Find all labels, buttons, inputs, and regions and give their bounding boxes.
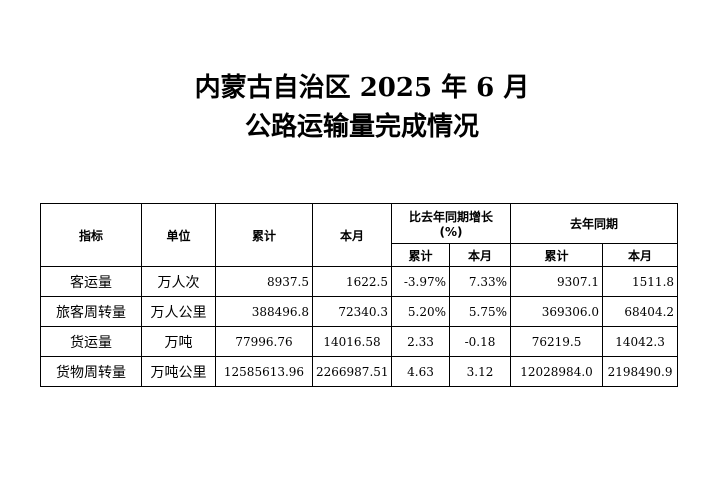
title-line-2: 公路运输量完成情况 [244, 112, 479, 142]
cell-indicator: 客运量 [40, 266, 142, 297]
header-ly-cumulative: 累计 [510, 243, 604, 267]
title-line-1: 内蒙古自治区 2025 年 6 月 [194, 73, 530, 103]
cell-month: 2266987.51 [312, 356, 392, 387]
cell-ly-cumulative: 76219.5 [510, 326, 604, 357]
cell-growth-cumulative: 2.33 [391, 326, 450, 357]
cell-growth-cumulative: 4.63 [391, 356, 450, 387]
cell-growth-month: 5.75% [448, 296, 512, 327]
cell-indicator: 货物周转量 [40, 356, 142, 387]
cell-ly-cumulative: 12028984.0 [510, 356, 604, 387]
cell-ly-month: 1511.8 [602, 266, 679, 297]
table-row: 货物周转量 万吨公里 12585613.96 2266987.51 4.63 3.12 12… [40, 356, 679, 387]
cell-cumulative: 12585613.96 [215, 356, 313, 387]
cell-month: 1622.5 [312, 266, 392, 297]
cell-month: 72340.3 [312, 296, 392, 327]
cell-growth-month: 7.33% [448, 266, 512, 297]
header-cumulative: 累计 [215, 203, 313, 267]
cell-indicator: 货运量 [40, 326, 142, 357]
header-growth-month: 本月 [448, 243, 512, 267]
cell-cumulative: 8937.5 [215, 266, 313, 297]
table-row: 货运量 万吨 77996.76 14016.58 2.33 -0.18 76219.5 140… [40, 326, 679, 357]
transport-table: 指标 单位 累计 本月 比去年同期增长 (%) 去年同期 累计 本月 累计 本月 … [40, 203, 679, 387]
table-row: 旅客周转量 万人公里 388496.8 72340.3 5.20% 5.75% 369306… [40, 296, 679, 327]
cell-ly-month: 68404.2 [602, 296, 679, 327]
growth-unit: (%) [439, 225, 463, 239]
header-growth: 比去年同期增长 (%) [390, 203, 512, 244]
cell-indicator: 旅客周转量 [40, 296, 142, 327]
header-last-year: 去年同期 [510, 203, 679, 244]
header-ly-month: 本月 [602, 243, 679, 267]
header-month: 本月 [312, 203, 392, 267]
cell-cumulative: 77996.76 [215, 326, 313, 357]
header-growth-cumulative: 累计 [391, 243, 450, 267]
header-indicator: 指标 [40, 203, 142, 267]
cell-growth-month: -0.18 [448, 326, 512, 357]
growth-label: 比去年同期增长 [409, 210, 494, 224]
cell-unit: 万吨公里 [141, 356, 216, 387]
header-unit: 单位 [141, 203, 216, 267]
cell-unit: 万吨 [141, 326, 216, 357]
cell-unit: 万人次 [141, 266, 216, 297]
cell-growth-cumulative: 5.20% [391, 296, 450, 327]
cell-ly-month: 14042.3 [602, 326, 679, 357]
cell-unit: 万人公里 [141, 296, 216, 327]
cell-growth-cumulative: -3.97% [391, 266, 450, 297]
cell-month: 14016.58 [312, 326, 392, 357]
table-row: 客运量 万人次 8937.5 1622.5 -3.97% 7.33% 9307.1 1511.… [40, 266, 679, 297]
cell-growth-month: 3.12 [448, 356, 512, 387]
cell-ly-cumulative: 369306.0 [510, 296, 604, 327]
cell-ly-month: 2198490.9 [602, 356, 679, 387]
cell-cumulative: 388496.8 [215, 296, 313, 327]
cell-ly-cumulative: 9307.1 [510, 266, 604, 297]
